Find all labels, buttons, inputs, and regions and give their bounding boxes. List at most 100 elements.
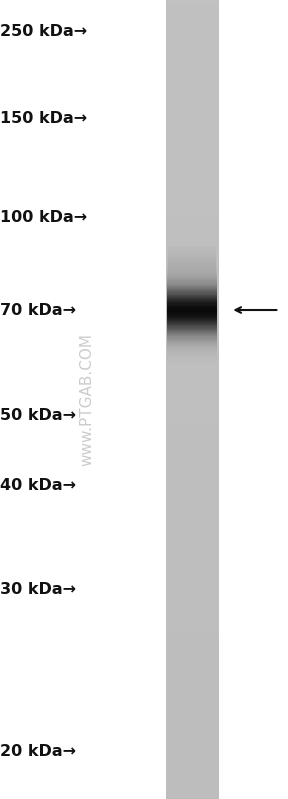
Bar — [166, 136, 219, 138]
Bar — [166, 314, 219, 317]
Bar — [166, 503, 219, 506]
Bar — [166, 410, 219, 413]
Bar — [166, 495, 219, 498]
Bar — [166, 216, 219, 218]
Bar — [166, 261, 219, 264]
Bar — [167, 319, 217, 320]
Bar — [166, 682, 219, 685]
Bar — [166, 338, 219, 341]
Bar — [166, 74, 219, 78]
Bar — [166, 797, 219, 799]
Bar — [166, 721, 219, 725]
Bar — [167, 268, 217, 269]
Bar — [166, 663, 219, 666]
Bar — [166, 597, 219, 599]
Bar — [166, 554, 219, 557]
Bar — [166, 703, 219, 706]
Bar — [167, 331, 217, 332]
Bar — [166, 637, 219, 639]
Bar — [166, 298, 219, 301]
Bar — [166, 112, 219, 114]
Bar — [166, 631, 219, 634]
Bar — [167, 313, 217, 315]
Bar — [166, 429, 219, 431]
Bar — [167, 345, 217, 346]
Bar — [167, 267, 217, 268]
Bar — [166, 562, 219, 565]
Bar — [166, 581, 219, 583]
Bar — [166, 38, 219, 40]
Bar — [166, 538, 219, 541]
Bar — [166, 290, 219, 293]
Bar — [166, 514, 219, 517]
Bar — [166, 117, 219, 120]
Bar — [167, 350, 217, 351]
Bar — [166, 106, 219, 109]
Bar — [167, 298, 217, 299]
Bar — [166, 615, 219, 618]
Bar — [166, 493, 219, 495]
Bar — [167, 337, 217, 339]
Bar — [166, 170, 219, 173]
Bar — [166, 613, 219, 615]
Bar — [166, 733, 219, 735]
Bar — [166, 546, 219, 549]
Bar — [166, 578, 219, 581]
Bar — [166, 701, 219, 703]
Bar — [166, 407, 219, 410]
Bar — [166, 450, 219, 453]
Bar — [166, 565, 219, 567]
Bar — [166, 253, 219, 256]
Bar — [166, 645, 219, 647]
Bar — [166, 296, 219, 298]
Bar — [167, 302, 217, 304]
Text: 70 kDa→: 70 kDa→ — [0, 303, 76, 317]
Bar — [166, 666, 219, 669]
Bar — [167, 323, 217, 324]
Bar — [166, 304, 219, 306]
Bar — [166, 737, 219, 741]
Bar — [166, 320, 219, 322]
Bar — [167, 328, 217, 330]
Bar — [167, 277, 217, 278]
Bar — [166, 599, 219, 602]
Bar — [167, 297, 217, 298]
Bar — [166, 18, 219, 22]
Bar — [166, 40, 219, 42]
Bar — [166, 306, 219, 309]
Bar — [167, 340, 217, 342]
Bar — [166, 144, 219, 146]
Bar — [166, 559, 219, 562]
Bar — [167, 358, 217, 360]
Bar — [166, 93, 219, 96]
Bar — [166, 58, 219, 62]
Bar — [167, 352, 217, 353]
Bar — [167, 289, 217, 290]
Bar — [166, 98, 219, 101]
Bar — [166, 757, 219, 759]
Bar — [167, 311, 217, 312]
Bar — [166, 237, 219, 240]
Bar — [166, 90, 219, 93]
Bar — [166, 487, 219, 490]
Bar — [166, 293, 219, 296]
Bar — [166, 602, 219, 605]
Bar — [166, 642, 219, 645]
Bar — [166, 498, 219, 501]
Bar — [167, 272, 217, 274]
Bar — [166, 152, 219, 154]
Bar — [166, 591, 219, 594]
Bar — [166, 146, 219, 149]
Bar — [166, 70, 219, 72]
Bar — [166, 727, 219, 729]
Bar — [166, 709, 219, 711]
Bar — [166, 250, 219, 253]
Bar — [166, 759, 219, 761]
Bar — [166, 402, 219, 405]
Bar — [166, 288, 219, 290]
Bar — [166, 0, 219, 2]
Bar — [166, 583, 219, 586]
Bar — [166, 336, 219, 338]
Bar — [166, 679, 219, 682]
Bar — [166, 594, 219, 597]
